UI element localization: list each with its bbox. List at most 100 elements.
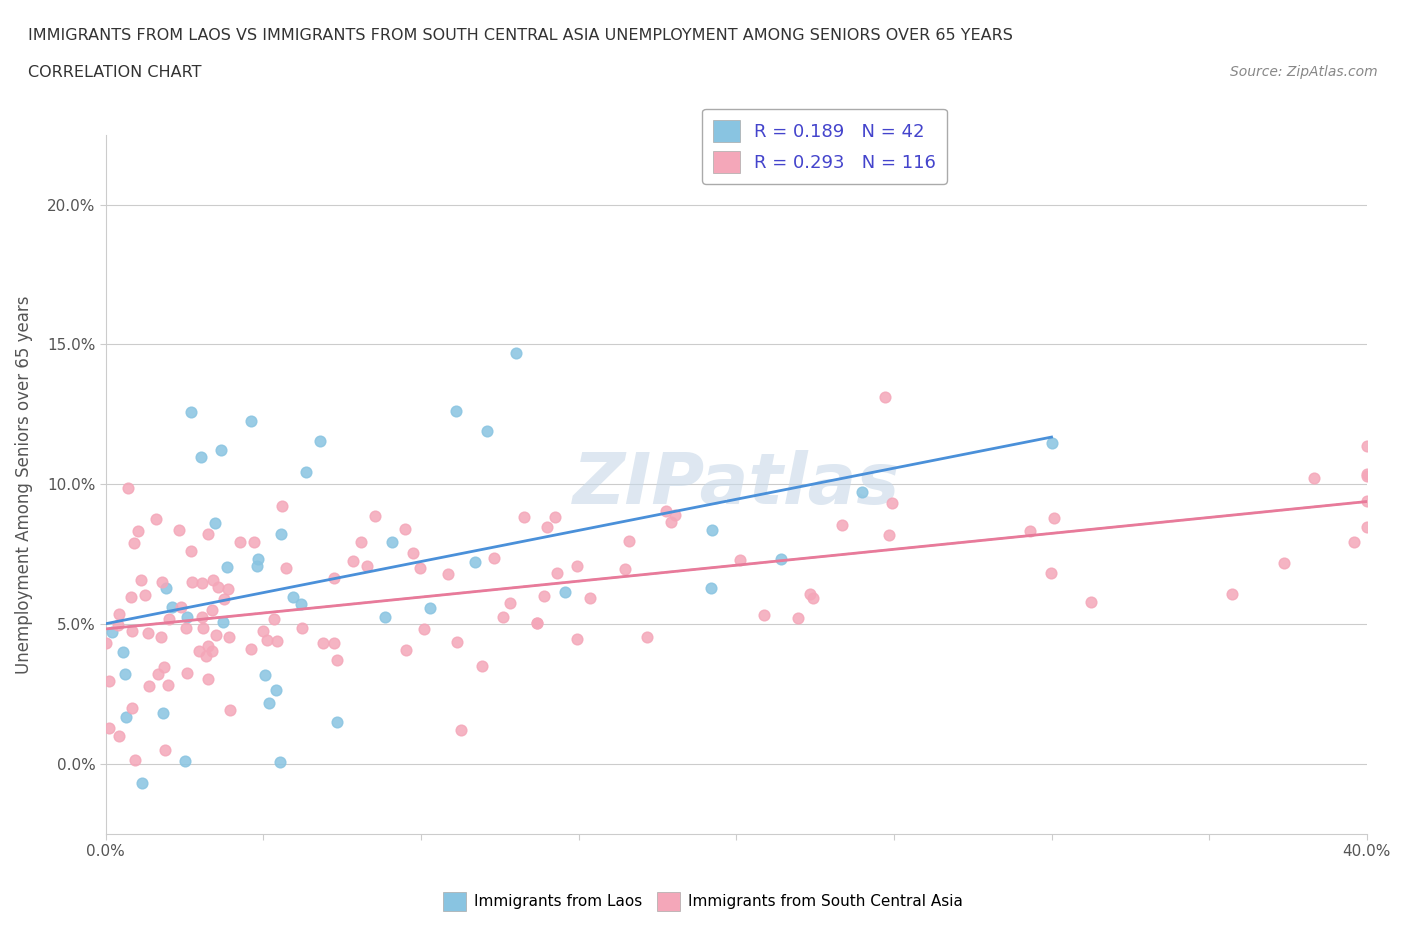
Point	[246, 551, 269, 566]
Point	[180, 544, 202, 559]
Point	[492, 609, 515, 624]
Point	[195, 649, 218, 664]
Point	[180, 574, 202, 589]
Point	[350, 535, 373, 550]
Point	[1355, 494, 1378, 509]
Point	[240, 414, 263, 429]
Point	[446, 634, 468, 649]
Point	[129, 572, 152, 587]
Point	[134, 588, 156, 603]
Point	[1355, 466, 1378, 481]
Point	[1355, 469, 1378, 484]
Point	[176, 609, 198, 624]
Point	[156, 678, 179, 693]
Point	[636, 630, 658, 644]
Point	[214, 591, 236, 606]
Point	[419, 601, 441, 616]
Point	[326, 714, 349, 729]
Point	[212, 615, 235, 630]
Point	[263, 612, 285, 627]
Point	[229, 535, 252, 550]
Point	[107, 618, 129, 632]
Point	[266, 633, 288, 648]
Text: ZIPatlas: ZIPatlas	[572, 450, 900, 519]
Point	[1043, 511, 1066, 525]
Point	[654, 503, 676, 518]
Point	[1080, 594, 1102, 609]
Point	[546, 565, 568, 580]
Point	[271, 498, 294, 513]
Point	[437, 566, 460, 581]
Point	[477, 423, 499, 438]
Point	[408, 560, 430, 575]
Point	[114, 710, 136, 724]
Point	[269, 754, 291, 769]
Point	[204, 516, 226, 531]
Point	[444, 404, 467, 418]
Point	[120, 589, 142, 604]
Point	[243, 535, 266, 550]
Point	[281, 590, 304, 604]
Point	[94, 636, 117, 651]
Point	[526, 616, 548, 631]
Point	[218, 702, 240, 717]
Point	[1302, 471, 1324, 485]
Point	[253, 668, 276, 683]
Point	[215, 560, 238, 575]
Point	[197, 639, 219, 654]
Point	[246, 559, 269, 574]
Point	[579, 591, 602, 605]
Point	[799, 587, 821, 602]
Point	[1040, 436, 1063, 451]
Point	[614, 562, 637, 577]
Point	[873, 389, 896, 404]
Point	[1220, 587, 1243, 602]
Point	[240, 642, 263, 657]
Point	[259, 696, 281, 711]
Point	[108, 728, 131, 743]
Point	[752, 608, 775, 623]
Point	[554, 585, 576, 600]
Point	[536, 520, 558, 535]
Point	[174, 621, 197, 636]
Point	[101, 625, 124, 640]
Point	[309, 433, 332, 448]
Point	[831, 518, 853, 533]
Point	[190, 609, 212, 624]
Point	[153, 743, 176, 758]
Point	[356, 558, 378, 573]
Point	[155, 581, 177, 596]
Point	[1019, 524, 1042, 538]
Point	[170, 599, 193, 614]
Point	[464, 554, 486, 569]
Point	[395, 642, 418, 657]
Point	[176, 666, 198, 681]
Point	[290, 597, 312, 612]
Point	[146, 667, 169, 682]
Point	[544, 510, 567, 525]
Point	[565, 558, 588, 573]
Point	[1343, 534, 1365, 549]
Point	[295, 464, 318, 479]
Point	[482, 551, 505, 565]
Point	[114, 667, 136, 682]
Legend: Immigrants from Laos, Immigrants from South Central Asia: Immigrants from Laos, Immigrants from So…	[437, 886, 969, 917]
Point	[880, 496, 903, 511]
Point	[342, 553, 364, 568]
Point	[323, 635, 346, 650]
Point	[205, 628, 228, 643]
Point	[394, 522, 416, 537]
Point	[769, 552, 792, 567]
Point	[98, 721, 121, 736]
Point	[180, 405, 202, 419]
Point	[98, 674, 121, 689]
Point	[402, 546, 425, 561]
Point	[121, 700, 143, 715]
Point	[111, 644, 134, 659]
Point	[619, 534, 641, 549]
Y-axis label: Unemployment Among Seniors over 65 years: Unemployment Among Seniors over 65 years	[15, 295, 32, 673]
Point	[201, 603, 224, 618]
Point	[187, 644, 209, 658]
Point	[138, 678, 160, 693]
Point	[851, 485, 873, 499]
